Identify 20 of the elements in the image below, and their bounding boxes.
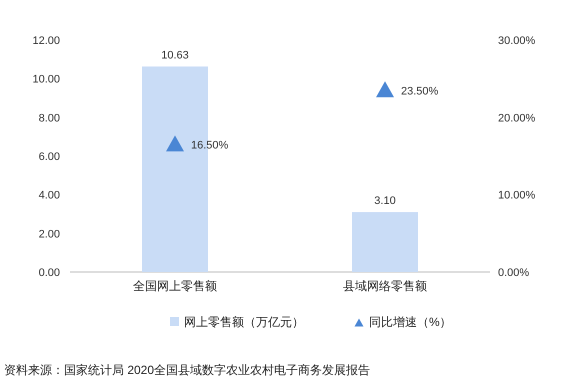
data-label: 3.10: [374, 195, 396, 208]
y-tick-label: 2.00: [38, 228, 60, 240]
legend-label: 网上零售额（万亿元）: [184, 315, 304, 329]
x-tick-label: 全国网上零售额: [133, 279, 217, 293]
text: 资料来源：国家统计局 2020全国县域数字农业农村电子商务发展报告: [4, 363, 370, 377]
data-label: 23.50%: [401, 85, 439, 98]
y2-tick-label: 20.00%: [498, 112, 536, 124]
y-tick-label: 12.00: [32, 35, 60, 47]
y2-tick-label: 10.00%: [498, 190, 536, 202]
data-label: 10.63: [161, 49, 189, 62]
y-tick-label: 0.00: [38, 267, 60, 279]
y-tick-label: 8.00: [38, 112, 60, 124]
y2-tick-label: 30.00%: [498, 35, 536, 47]
legend-label: 同比增速（%）: [369, 315, 452, 329]
y-tick-label: 4.00: [38, 190, 60, 202]
y-tick-label: 6.00: [38, 151, 60, 163]
x-tick-label: 县域网络零售额: [343, 279, 427, 293]
y2-tick-label: 0.00%: [498, 267, 530, 279]
data-label: 16.50%: [191, 139, 229, 152]
y-tick-label: 10.00: [32, 74, 60, 86]
